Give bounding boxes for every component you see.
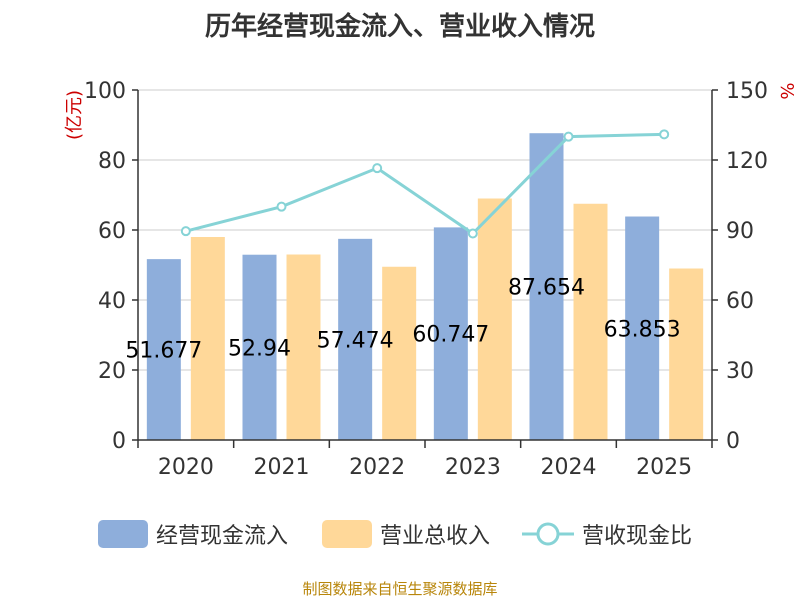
left-axis-tick-label: 60 bbox=[98, 219, 126, 244]
ratio-point bbox=[276, 201, 287, 212]
left-axis-tick-label: 0 bbox=[112, 429, 126, 454]
revenue-bar bbox=[190, 237, 225, 440]
revenue-bar bbox=[477, 198, 512, 440]
cash-inflow-bar bbox=[625, 216, 660, 440]
ratio-line-swatch bbox=[522, 522, 574, 546]
cash-inflow-bar bbox=[529, 133, 564, 440]
ratio-line-series bbox=[180, 129, 670, 239]
left-axis-tick-label: 20 bbox=[98, 359, 126, 384]
right-axis-tick-label: 30 bbox=[726, 359, 754, 384]
cash-inflow-data-label: 87.654 bbox=[508, 276, 585, 301]
ratio-point bbox=[467, 228, 478, 239]
cash-inflow-bar bbox=[433, 227, 468, 440]
revenue-bar bbox=[573, 203, 608, 440]
legend-label-revenue: 营业总收入 bbox=[380, 524, 491, 549]
data-labels: 51.677 52.94 57.474 60.747 87.654 63.853 bbox=[125, 276, 680, 364]
left-axis-tick-label: 100 bbox=[84, 79, 126, 104]
right-axis-tick-label: 90 bbox=[726, 219, 754, 244]
revenue-bar bbox=[669, 268, 704, 440]
right-axis-tick-label: 60 bbox=[726, 289, 754, 314]
right-axis-tick-label: 0 bbox=[726, 429, 740, 454]
cash-inflow-data-label: 57.474 bbox=[317, 328, 394, 353]
bar-series bbox=[146, 133, 704, 440]
x-axis-tick-label: 2022 bbox=[349, 455, 405, 480]
x-axis-tick-label: 2025 bbox=[636, 455, 692, 480]
revenue-bar bbox=[286, 254, 321, 440]
ratio-point bbox=[372, 163, 383, 174]
cash-inflow-swatch bbox=[98, 520, 148, 548]
cash-inflow-bar bbox=[146, 259, 181, 440]
x-axis-tick-label: 2020 bbox=[158, 455, 214, 480]
revenue-bar bbox=[382, 266, 417, 440]
cash-inflow-data-label: 51.677 bbox=[125, 339, 202, 364]
right-axis-tick-label: 120 bbox=[726, 149, 768, 174]
axes: 0 20 40 60 80 100 0 30 60 90 120 150 (亿元) % 2020 2021 20… bbox=[64, 79, 797, 480]
left-axis-tick-label: 80 bbox=[98, 149, 126, 174]
cash-inflow-bar bbox=[242, 254, 277, 440]
x-axis-tick-label: 2021 bbox=[254, 455, 310, 480]
source-note: 制图数据来自恒生聚源数据库 bbox=[302, 580, 498, 598]
left-axis-label: (亿元) bbox=[64, 90, 85, 140]
chart-title: 历年经营现金流入、营业收入情况 bbox=[204, 12, 595, 42]
cash-inflow-bar bbox=[338, 238, 373, 440]
ratio-point bbox=[659, 129, 670, 140]
cash-inflow-data-label: 52.94 bbox=[228, 336, 291, 361]
left-axis-tick-label: 40 bbox=[98, 289, 126, 314]
legend-label-ratio: 营收现金比 bbox=[582, 524, 693, 549]
ratio-point bbox=[180, 226, 191, 237]
legend-item-cash-inflow[interactable]: 经营现金流入 bbox=[98, 518, 288, 550]
right-axis-tick-label: 150 bbox=[726, 79, 768, 104]
cash-inflow-data-label: 60.747 bbox=[412, 323, 489, 348]
cash-inflow-data-label: 63.853 bbox=[604, 317, 681, 342]
revenue-swatch bbox=[322, 520, 372, 548]
ratio-point bbox=[563, 131, 574, 142]
x-axis-tick-label: 2024 bbox=[541, 455, 597, 480]
legend-label-cash-inflow: 经营现金流入 bbox=[156, 524, 289, 549]
legend-item-revenue[interactable]: 营业总收入 bbox=[322, 518, 490, 550]
x-axis-tick-label: 2023 bbox=[445, 455, 501, 480]
ratio-line bbox=[185, 132, 665, 236]
right-axis-label: % bbox=[776, 82, 797, 99]
legend-item-ratio[interactable]: 营收现金比 bbox=[522, 518, 692, 550]
